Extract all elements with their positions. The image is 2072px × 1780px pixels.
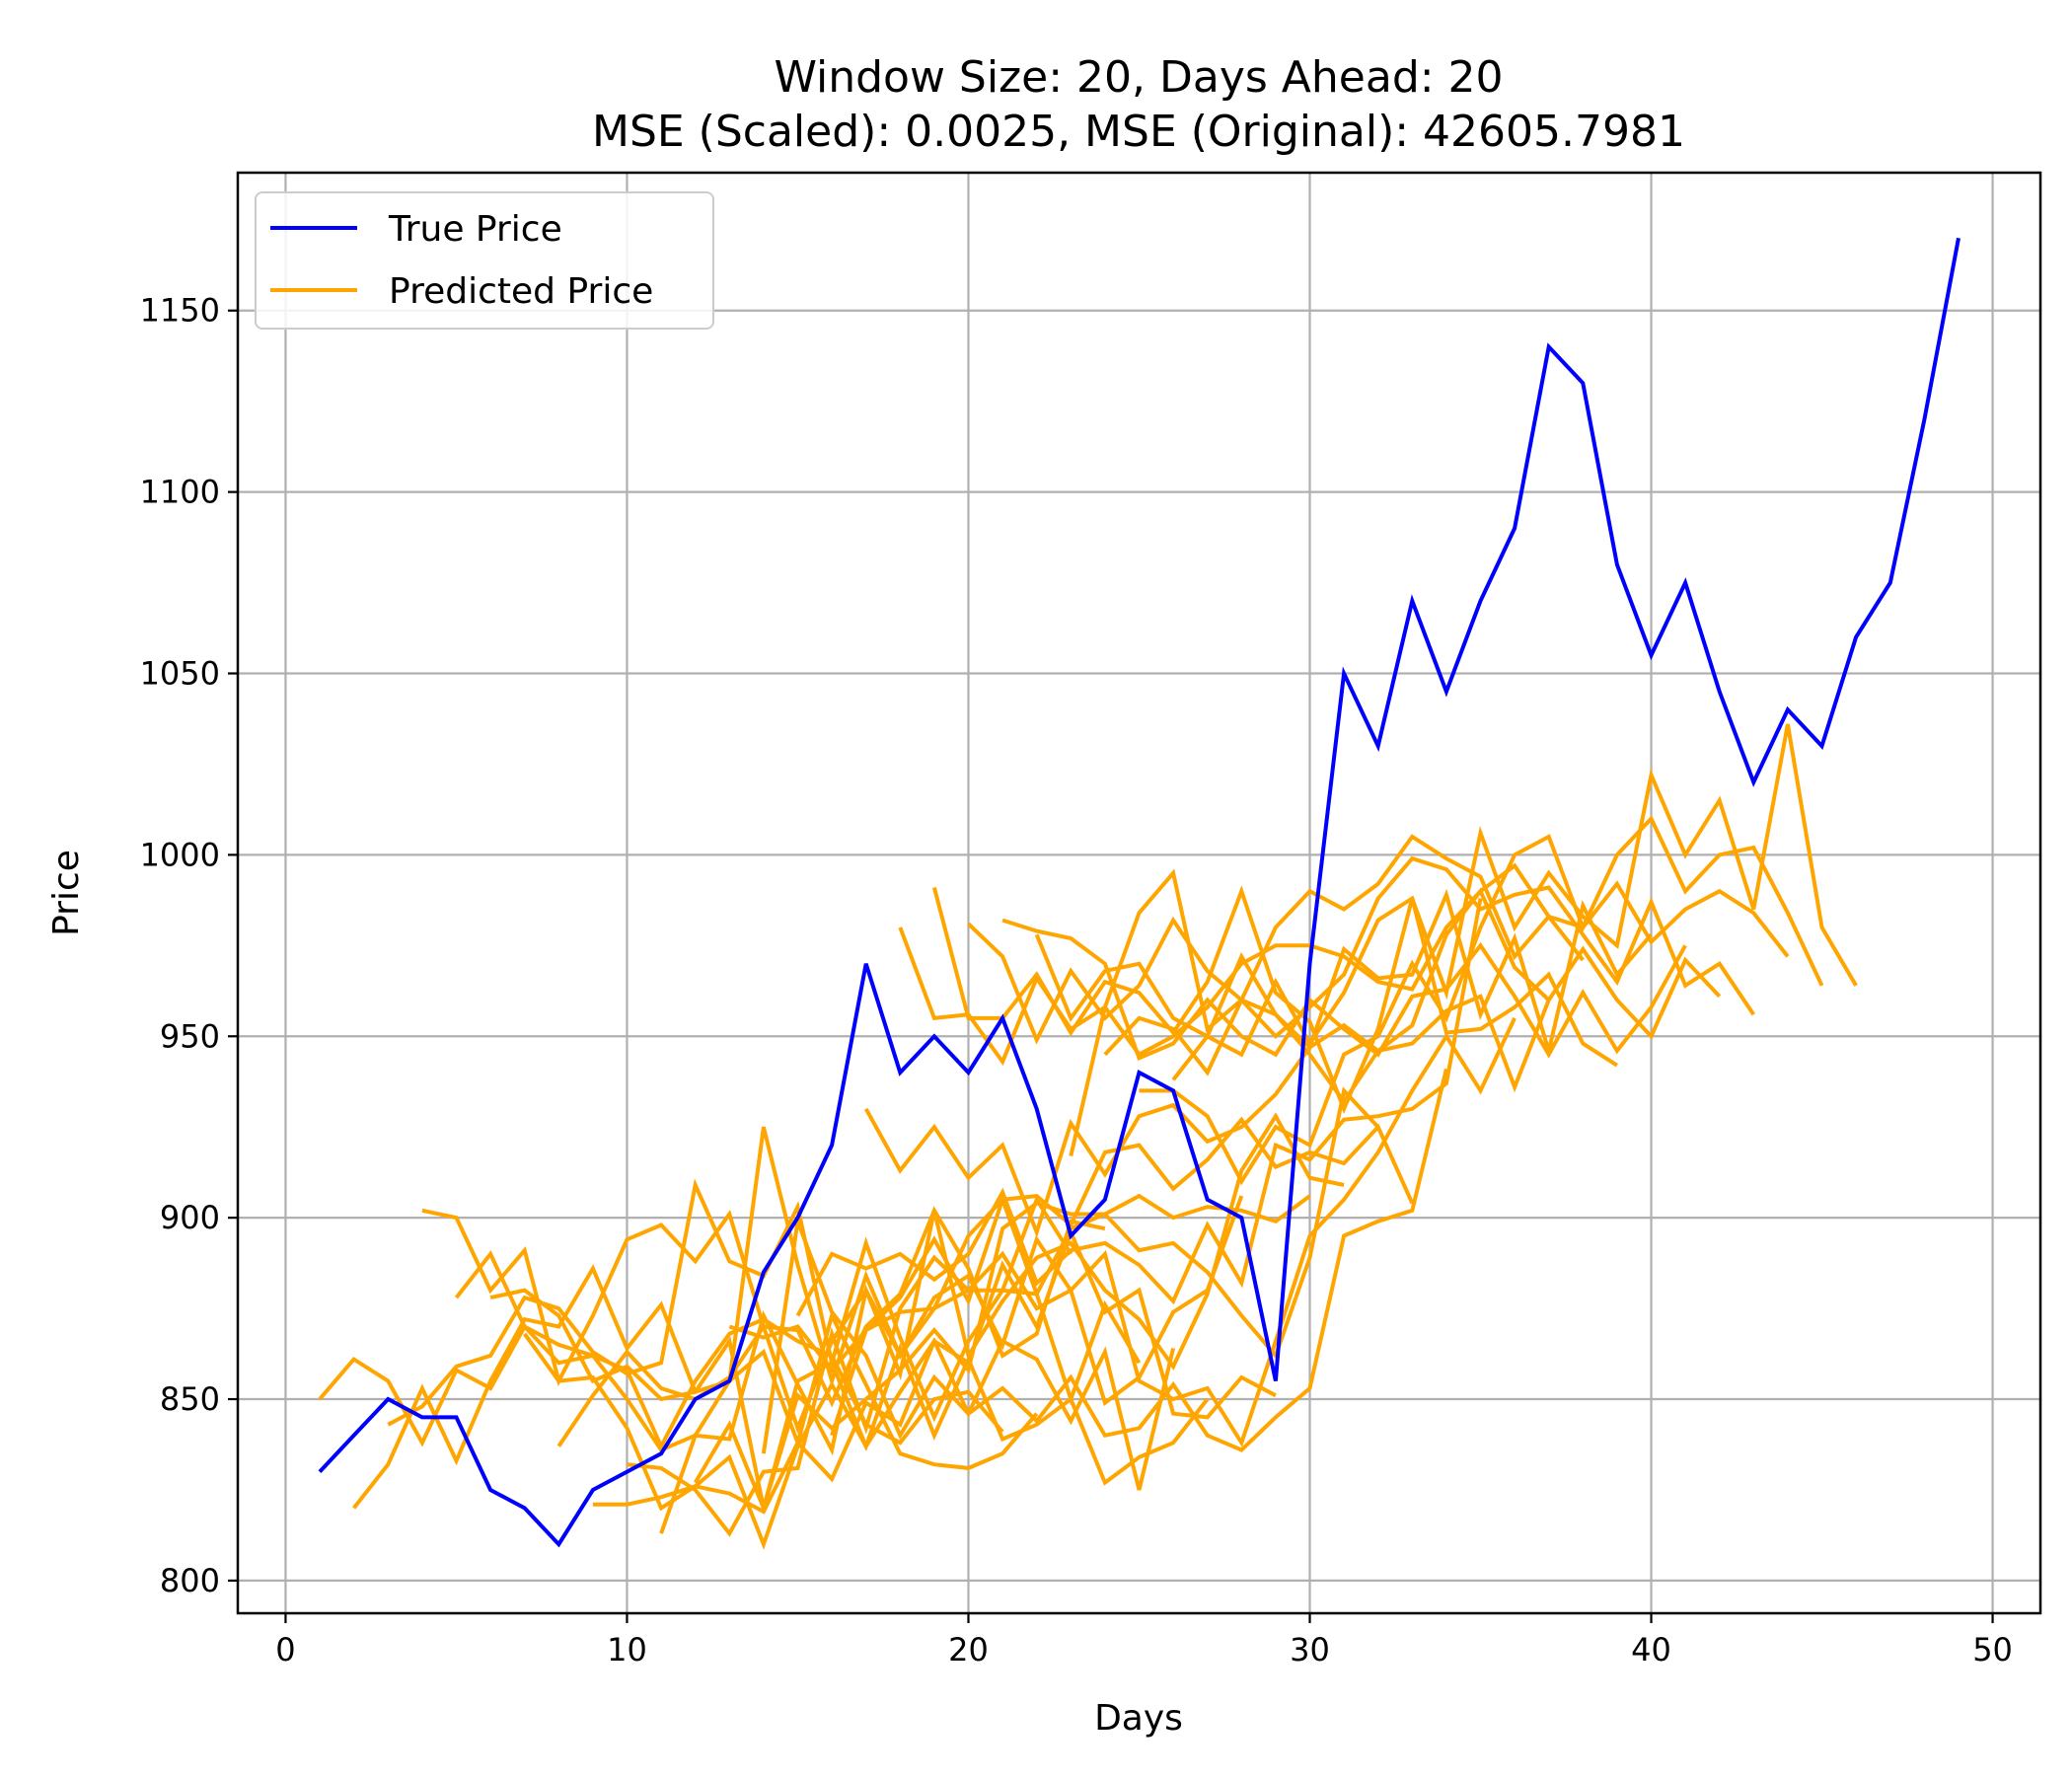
legend-box	[255, 191, 714, 330]
y-tick-label: 900	[160, 1199, 220, 1236]
x-tick-label: 0	[275, 1631, 295, 1669]
y-tick-label: 1100	[140, 474, 220, 511]
plot-series	[318, 237, 1961, 1550]
true-price-line	[318, 237, 1961, 1548]
predicted-price-line	[1171, 723, 1858, 1081]
y-tick-label: 1150	[140, 292, 220, 330]
y-tick-label: 1000	[140, 836, 220, 873]
plot-frame	[236, 171, 2042, 1615]
x-tick-label: 50	[1972, 1631, 2013, 1669]
x-tick-label: 10	[607, 1631, 647, 1669]
x-axis-label: Days	[1094, 1698, 1183, 1739]
chart-title-line1: Window Size: 20, Days Ahead: 20	[774, 52, 1503, 103]
true-price-line	[318, 237, 1961, 1548]
predicted-price-line	[898, 862, 1585, 1067]
chart-title-line2: MSE (Scaled): 0.0025, MSE (Original): 42…	[592, 107, 1685, 157]
x-tick-label: 40	[1631, 1631, 1671, 1669]
predicted-price-line	[1001, 918, 1687, 1061]
x-tick-label: 30	[1290, 1631, 1330, 1669]
legend: True Price Predicted Price	[255, 191, 714, 330]
y-axis-label: Price	[46, 850, 87, 936]
predicted-price-line	[387, 1178, 1073, 1427]
predicted-price-line	[523, 1332, 1210, 1550]
predicted-price-lines	[318, 723, 1858, 1550]
predicted-price-line	[931, 885, 1618, 1115]
x-tick-label: 20	[948, 1631, 989, 1669]
predicted-price-line	[830, 1017, 1517, 1447]
predicted-price-line	[421, 1206, 1106, 1408]
predicted-price-line	[728, 1116, 1415, 1373]
predicted-price-line	[1069, 855, 1755, 1157]
predicted-price-line	[967, 888, 1654, 1059]
predicted-price-line	[556, 1195, 1244, 1447]
predicted-price-line	[693, 1086, 1380, 1515]
predicted-price-line	[489, 1288, 1176, 1509]
y-tick-label: 1050	[140, 655, 220, 693]
legend-true-price-label: True Price	[388, 209, 562, 250]
legend-predicted-price-label: Predicted Price	[389, 271, 653, 312]
predicted-price-line	[1139, 815, 1824, 1186]
predicted-price-line	[1103, 834, 1790, 1076]
grid-lines	[238, 173, 2040, 1613]
y-tick-label: 800	[160, 1562, 220, 1599]
y-tick-label: 950	[160, 1017, 220, 1055]
predicted-price-line	[761, 1068, 1448, 1454]
axis-ticks: 0 10 20 30 40 50 800 850 900 950 1000 1050 1100 1150	[140, 292, 2013, 1669]
predicted-price-line	[454, 1126, 1142, 1452]
predicted-price-line	[592, 1226, 1277, 1515]
predicted-price-line	[1034, 933, 1722, 1105]
predicted-price-line	[795, 898, 1483, 1317]
y-tick-label: 850	[160, 1380, 220, 1418]
